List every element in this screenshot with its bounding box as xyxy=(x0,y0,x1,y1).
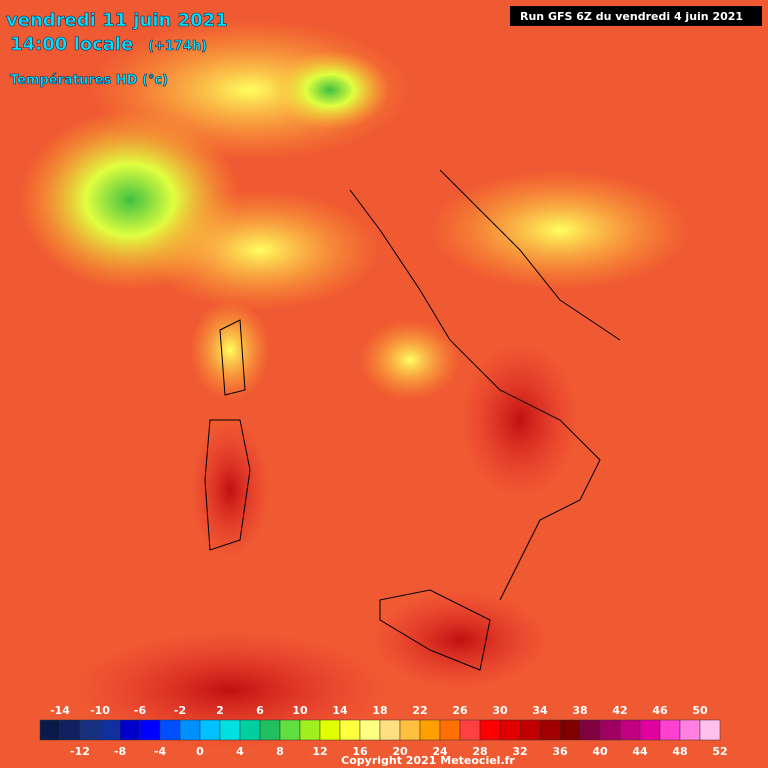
legend-label: 20 xyxy=(392,745,408,758)
legend-label: -2 xyxy=(174,704,186,717)
legend-label: 12 xyxy=(312,745,327,758)
legend-swatch xyxy=(559,719,581,741)
copyright: Copyright 2021 Meteociel.fr xyxy=(341,754,515,767)
legend-swatch xyxy=(99,719,121,741)
legend-swatch xyxy=(519,719,541,741)
legend-swatch xyxy=(119,719,141,741)
legend-label: 6 xyxy=(256,704,264,717)
legend-swatch xyxy=(439,719,461,741)
run-box xyxy=(510,6,762,26)
time: 14:00 locale xyxy=(10,34,133,55)
legend-label: 10 xyxy=(292,704,308,717)
legend-label: 32 xyxy=(512,745,527,758)
legend-swatch xyxy=(479,719,501,741)
legend-label: 26 xyxy=(452,704,468,717)
legend-swatch xyxy=(499,719,521,741)
legend-swatch xyxy=(319,719,341,741)
legend-label: 18 xyxy=(372,704,387,717)
legend-label: 2 xyxy=(216,704,224,717)
legend-swatch xyxy=(379,719,401,741)
legend-swatch xyxy=(179,719,201,741)
legend-label: 30 xyxy=(492,704,508,717)
legend-swatch xyxy=(339,719,361,741)
legend-label: 8 xyxy=(276,745,284,758)
legend-swatch xyxy=(419,719,441,741)
legend-swatch xyxy=(79,719,101,741)
legend-swatch xyxy=(159,719,181,741)
legend-swatch xyxy=(599,719,621,741)
date: vendredi 11 juin 2021 xyxy=(6,10,228,31)
legend-swatch xyxy=(259,719,281,741)
legend: -14 -10 -6 -2 2 6 10 14 18 22 26 30 34 38 42 46 50-12 -8-… xyxy=(39,704,728,758)
legend-label: 40 xyxy=(592,745,608,758)
legend-label: -6 xyxy=(134,704,147,717)
legend-swatch xyxy=(239,719,261,741)
legend-label: 22 xyxy=(412,704,427,717)
lead-time: (+174h) xyxy=(148,39,207,54)
legend-swatch xyxy=(539,719,561,741)
legend-label: 34 xyxy=(532,704,548,717)
legend-swatch xyxy=(399,719,421,741)
legend-swatch xyxy=(619,719,641,741)
legend-label: 48 xyxy=(672,745,687,758)
run-info: Run GFS 6Z du vendredi 4 juin 2021 xyxy=(520,10,743,23)
legend-label: -14 xyxy=(50,704,70,717)
legend-swatch xyxy=(39,719,61,741)
coastlines xyxy=(204,169,621,671)
legend-label: -8 xyxy=(114,745,126,758)
legend-label: 36 xyxy=(552,745,568,758)
variable: Températures HD (°c) xyxy=(10,73,168,88)
legend-label: 16 xyxy=(352,745,368,758)
legend-swatch xyxy=(299,719,321,741)
legend-label: 50 xyxy=(692,704,708,717)
legend-label: 38 xyxy=(572,704,587,717)
legend-label: 42 xyxy=(612,704,627,717)
legend-label: 28 xyxy=(472,745,487,758)
legend-swatch xyxy=(59,719,81,741)
legend-label: -4 xyxy=(154,745,167,758)
legend-swatch xyxy=(359,719,381,741)
legend-swatch xyxy=(199,719,221,741)
legend-swatch xyxy=(579,719,601,741)
legend-label: 44 xyxy=(632,745,648,758)
legend-swatch xyxy=(699,719,721,741)
legend-swatch xyxy=(639,719,661,741)
legend-swatch xyxy=(659,719,681,741)
legend-label: 14 xyxy=(332,704,348,717)
legend-label: -12 xyxy=(70,745,90,758)
legend-swatch xyxy=(279,719,301,741)
legend-label: 24 xyxy=(432,745,448,758)
legend-swatch xyxy=(679,719,701,741)
legend-label: 46 xyxy=(652,704,668,717)
legend-swatch xyxy=(139,719,161,741)
legend-swatch xyxy=(219,719,241,741)
legend-swatch xyxy=(459,719,481,741)
legend-label: 0 xyxy=(196,745,204,758)
legend-label: -10 xyxy=(90,704,110,717)
legend-label: 52 xyxy=(712,745,727,758)
legend-label: 4 xyxy=(236,745,244,758)
